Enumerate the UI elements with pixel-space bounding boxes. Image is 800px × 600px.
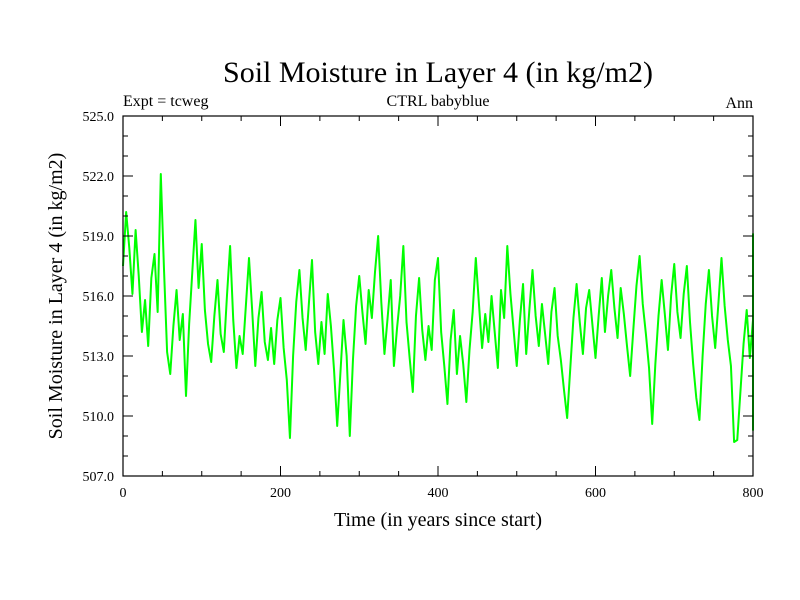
chart-title: Soil Moisture in Layer 4 (in kg/m2) [223,56,653,89]
x-tick-label: 800 [743,486,764,501]
ticks-layer [122,115,754,477]
y-tick-label: 516.0 [83,290,115,305]
x-tick-label: 200 [270,486,291,501]
x-tick-label: 600 [585,486,606,501]
y-tick-label: 513.0 [83,350,115,365]
experiment-label: Expt = tcweg [123,93,208,110]
series-layer [122,173,754,443]
x-tick-labels: 0 200 400 600 800 [120,486,764,501]
y-tick-label: 510.0 [83,410,115,425]
y-tick-label: 507.0 [83,470,115,485]
y-tick-label: 522.0 [83,170,115,185]
series-line [122,173,754,443]
plot-frame [122,115,754,477]
x-axis-label: Time (in years since start) [334,509,542,531]
y-axis-label: Soil Moisture in Layer 4 (in kg/m2) [45,153,67,440]
x-tick-label: 0 [120,486,127,501]
x-tick-label: 400 [428,486,449,501]
control-label: CTRL babyblue [387,93,490,110]
y-tick-label: 525.0 [83,110,115,125]
y-tick-labels: 507.0 510.0 513.0 516.0 519.0 522.0 525.… [83,110,115,485]
y-tick-label: 519.0 [83,230,115,245]
season-label: Ann [725,95,753,112]
